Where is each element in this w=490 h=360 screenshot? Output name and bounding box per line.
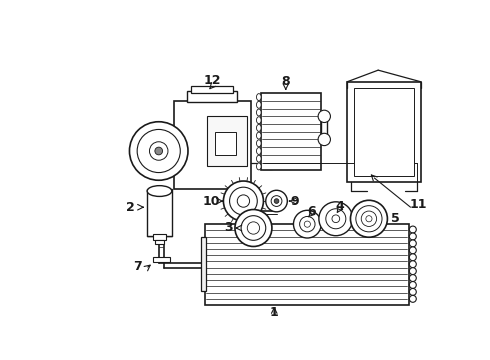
Circle shape [149, 142, 168, 160]
Circle shape [229, 187, 257, 215]
Circle shape [129, 122, 188, 180]
Text: 1: 1 [270, 306, 279, 319]
Ellipse shape [257, 155, 261, 162]
Bar [191, 86, 233, 93]
Circle shape [241, 216, 266, 240]
Text: 9: 9 [291, 194, 299, 208]
Circle shape [137, 130, 180, 172]
Circle shape [294, 210, 321, 238]
Circle shape [409, 254, 416, 261]
Bar [147, 189, 172, 236]
Text: 8: 8 [281, 75, 290, 88]
Ellipse shape [257, 163, 261, 170]
Bar [207, 116, 247, 166]
Text: 10: 10 [202, 194, 220, 208]
Circle shape [409, 288, 416, 295]
Circle shape [300, 216, 315, 232]
Bar [347, 82, 420, 182]
Ellipse shape [257, 117, 261, 124]
Bar [215, 132, 237, 155]
Circle shape [409, 233, 416, 240]
Bar [152, 234, 167, 240]
Circle shape [318, 110, 330, 122]
Circle shape [247, 222, 260, 234]
Ellipse shape [257, 109, 261, 116]
Circle shape [361, 211, 377, 226]
Bar [354, 88, 415, 176]
Text: 5: 5 [391, 212, 399, 225]
Bar [205, 224, 409, 305]
Circle shape [409, 261, 416, 267]
Bar [201, 237, 206, 291]
Circle shape [409, 226, 416, 233]
Circle shape [409, 275, 416, 282]
Circle shape [304, 221, 311, 227]
Circle shape [409, 247, 416, 254]
Circle shape [326, 209, 346, 229]
Circle shape [409, 282, 416, 288]
Bar [174, 101, 251, 189]
Circle shape [409, 295, 416, 302]
Bar [155, 240, 164, 244]
Circle shape [366, 216, 372, 222]
Bar [187, 91, 237, 103]
Text: 11: 11 [410, 198, 427, 211]
Circle shape [223, 181, 264, 221]
Circle shape [235, 210, 272, 247]
Circle shape [274, 199, 279, 203]
Circle shape [266, 190, 287, 212]
Circle shape [319, 202, 353, 236]
Ellipse shape [257, 101, 261, 108]
Circle shape [318, 133, 330, 145]
Text: 3: 3 [224, 221, 232, 234]
Text: 12: 12 [204, 74, 221, 87]
Ellipse shape [257, 140, 261, 147]
Text: 6: 6 [307, 204, 316, 217]
Text: 4: 4 [335, 200, 344, 213]
Circle shape [332, 215, 340, 222]
Circle shape [155, 147, 163, 155]
Text: 2: 2 [126, 201, 135, 214]
Circle shape [409, 267, 416, 275]
Circle shape [350, 200, 388, 237]
Ellipse shape [147, 186, 172, 197]
Ellipse shape [257, 132, 261, 139]
Ellipse shape [257, 94, 261, 100]
Text: 7: 7 [133, 260, 142, 273]
Circle shape [271, 195, 282, 206]
Circle shape [356, 206, 382, 232]
Ellipse shape [257, 148, 261, 154]
Bar [261, 93, 321, 170]
Circle shape [237, 195, 249, 207]
Bar [153, 257, 171, 262]
Circle shape [409, 240, 416, 247]
Ellipse shape [257, 125, 261, 131]
